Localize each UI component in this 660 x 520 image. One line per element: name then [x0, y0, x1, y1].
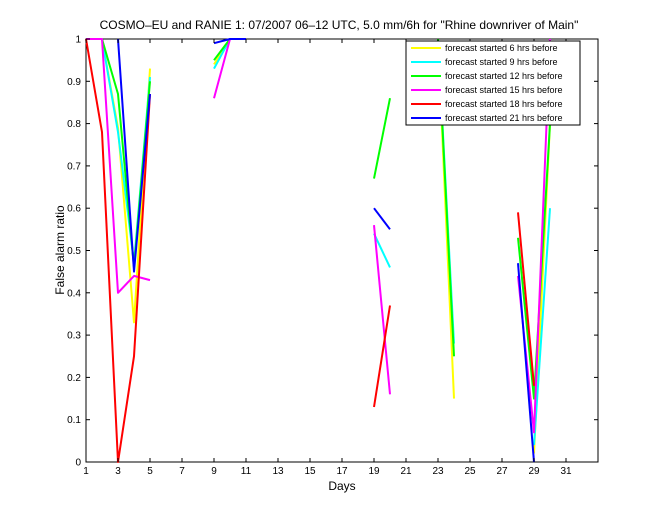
axes: 1 3 5 7 9 11 13 15 17 19 21 23 25 27 29 3100.10.20.30.4… — [67, 35, 598, 477]
series-line — [373, 305, 391, 408]
x-tick-label: 1 — [83, 466, 89, 477]
x-tick-label: 21 — [400, 466, 412, 477]
legend-label-21h: forecast started 21 hrs before — [445, 113, 563, 123]
series-line — [517, 123, 551, 400]
y-tick-label: 0.3 — [67, 331, 81, 342]
x-tick-label: 15 — [304, 466, 316, 477]
series-line — [117, 38, 151, 273]
y-tick-label: 0.7 — [67, 161, 81, 172]
series-line — [517, 263, 535, 463]
legend-label-9h: forecast started 9 hrs before — [445, 57, 558, 67]
series-line — [373, 98, 391, 179]
series-line — [373, 225, 391, 395]
x-tick-label: 5 — [147, 466, 153, 477]
x-tick-label: 29 — [528, 466, 540, 477]
x-tick-label: 11 — [241, 466, 252, 477]
legend-box — [405, 40, 581, 126]
y-tick-label: 1 — [75, 35, 81, 46]
y-tick-label: 0.5 — [67, 246, 81, 257]
x-tick-label: 9 — [211, 466, 217, 477]
x-tick-label: 17 — [336, 466, 348, 477]
legend-label-18h: forecast started 18 hrs before — [445, 99, 563, 109]
x-tick-label: 7 — [179, 466, 185, 477]
legend-label-6h: forecast started 6 hrs before — [445, 43, 558, 53]
series-line — [373, 207, 391, 230]
series-line — [373, 233, 391, 268]
series-line — [213, 38, 246, 45]
y-tick-label: 0.9 — [67, 77, 81, 88]
legend: forecast started 6 hrs before forecast s… — [405, 40, 581, 126]
y-tick-label: 0.2 — [67, 373, 81, 384]
y-tick-label: 0.1 — [67, 415, 81, 426]
x-tick-label: 31 — [560, 466, 572, 477]
x-tick-label: 25 — [464, 466, 476, 477]
x-axis-label: Days — [328, 479, 355, 493]
y-tick-label: 0 — [75, 458, 81, 469]
y-axis-label: False alarm ratio — [53, 205, 67, 295]
series-line — [517, 212, 535, 386]
legend-label-12h: forecast started 12 hrs before — [445, 71, 563, 81]
x-tick-label: 27 — [496, 466, 508, 477]
x-tick-label: 3 — [115, 466, 121, 477]
series-5 — [117, 38, 535, 463]
x-tick-label: 23 — [432, 466, 444, 477]
y-tick-label: 0.6 — [67, 204, 81, 215]
x-tick-label: 13 — [272, 466, 284, 477]
chart-title: COSMO–EU and RANIE 1: 07/2007 06–12 UTC,… — [100, 18, 579, 32]
x-tick-label: 19 — [368, 466, 380, 477]
y-tick-label: 0.8 — [67, 119, 81, 130]
y-tick-label: 0.4 — [67, 288, 81, 299]
series-line — [533, 208, 551, 446]
legend-label-15h: forecast started 15 hrs before — [445, 85, 563, 95]
